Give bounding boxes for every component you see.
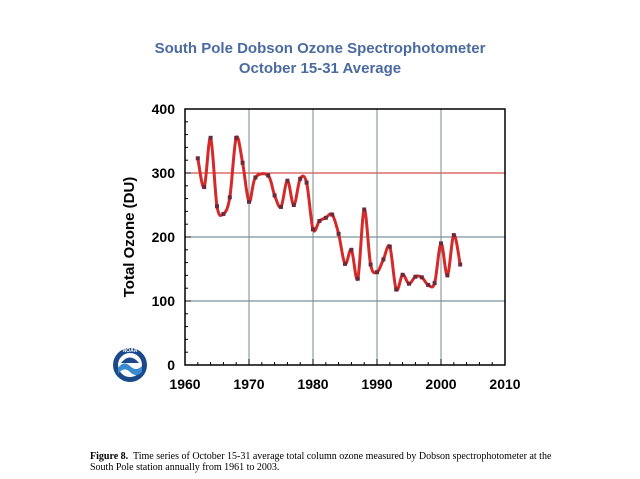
data-point — [400, 272, 405, 277]
data-point — [227, 195, 232, 200]
data-point — [413, 274, 418, 279]
data-point — [253, 175, 258, 180]
data-point — [272, 193, 277, 198]
data-point — [426, 283, 431, 287]
data-point — [439, 241, 443, 246]
data-point — [247, 199, 251, 204]
data-point — [349, 247, 354, 252]
data-point — [407, 281, 411, 286]
y-axis-label: Total Ozone (DU) — [121, 177, 138, 298]
y-tick-label: 400 — [152, 101, 176, 117]
data-point — [445, 273, 450, 278]
data-point — [323, 215, 328, 220]
data-point — [362, 207, 367, 212]
data-point — [381, 257, 386, 262]
caption-label: Figure 8. — [90, 451, 129, 462]
figure-caption: Figure 8. Time series of October 15-31 a… — [90, 451, 570, 473]
data-point — [336, 231, 341, 236]
data-point — [215, 204, 219, 209]
series-line — [196, 135, 462, 292]
data-point — [234, 135, 239, 140]
data-point — [387, 244, 392, 249]
x-tick-label: 2010 — [489, 376, 520, 392]
chart-title: South Pole Dobson Ozone Spectrophotomete… — [154, 40, 486, 57]
data-point — [419, 275, 424, 280]
x-tick-label: 1980 — [297, 376, 328, 392]
data-point — [458, 262, 463, 267]
chart-subtitle: October 15-31 Average — [238, 60, 402, 77]
data-point — [311, 227, 315, 232]
x-tick-label: 1970 — [233, 376, 264, 392]
y-tick-label: 200 — [152, 229, 176, 245]
data-point — [317, 219, 322, 223]
ozone-chart: 1960 1970 1980 1990 2000 2010 0 100 200 300 400 Tot… — [113, 101, 521, 392]
data-point — [279, 204, 283, 209]
data-point — [432, 281, 437, 286]
x-tick-label: 1990 — [361, 376, 392, 392]
data-point — [330, 212, 335, 217]
data-point — [304, 180, 309, 185]
logo-text: NOAA — [123, 348, 138, 354]
y-tick-label: 100 — [152, 293, 176, 309]
y-tick-label: 300 — [152, 165, 176, 181]
data-point — [240, 160, 245, 165]
data-point — [202, 185, 207, 190]
y-tick-label: 0 — [167, 357, 175, 373]
data-point — [195, 156, 200, 161]
data-point — [221, 211, 226, 216]
data-point — [451, 233, 456, 238]
data-point — [208, 135, 213, 140]
noaa-logo: NOAA — [113, 348, 147, 382]
data-point — [394, 287, 399, 292]
data-point — [285, 178, 290, 183]
data-point — [375, 270, 379, 275]
data-point — [355, 276, 360, 281]
x-tick-label: 2000 — [425, 376, 456, 392]
x-tick-label: 1960 — [169, 376, 200, 392]
data-point — [298, 176, 303, 181]
data-point — [343, 261, 347, 266]
data-point — [266, 173, 271, 178]
caption-text: Time series of October 15-31 average tot… — [90, 451, 552, 473]
data-point — [291, 203, 296, 207]
data-point — [368, 262, 373, 267]
